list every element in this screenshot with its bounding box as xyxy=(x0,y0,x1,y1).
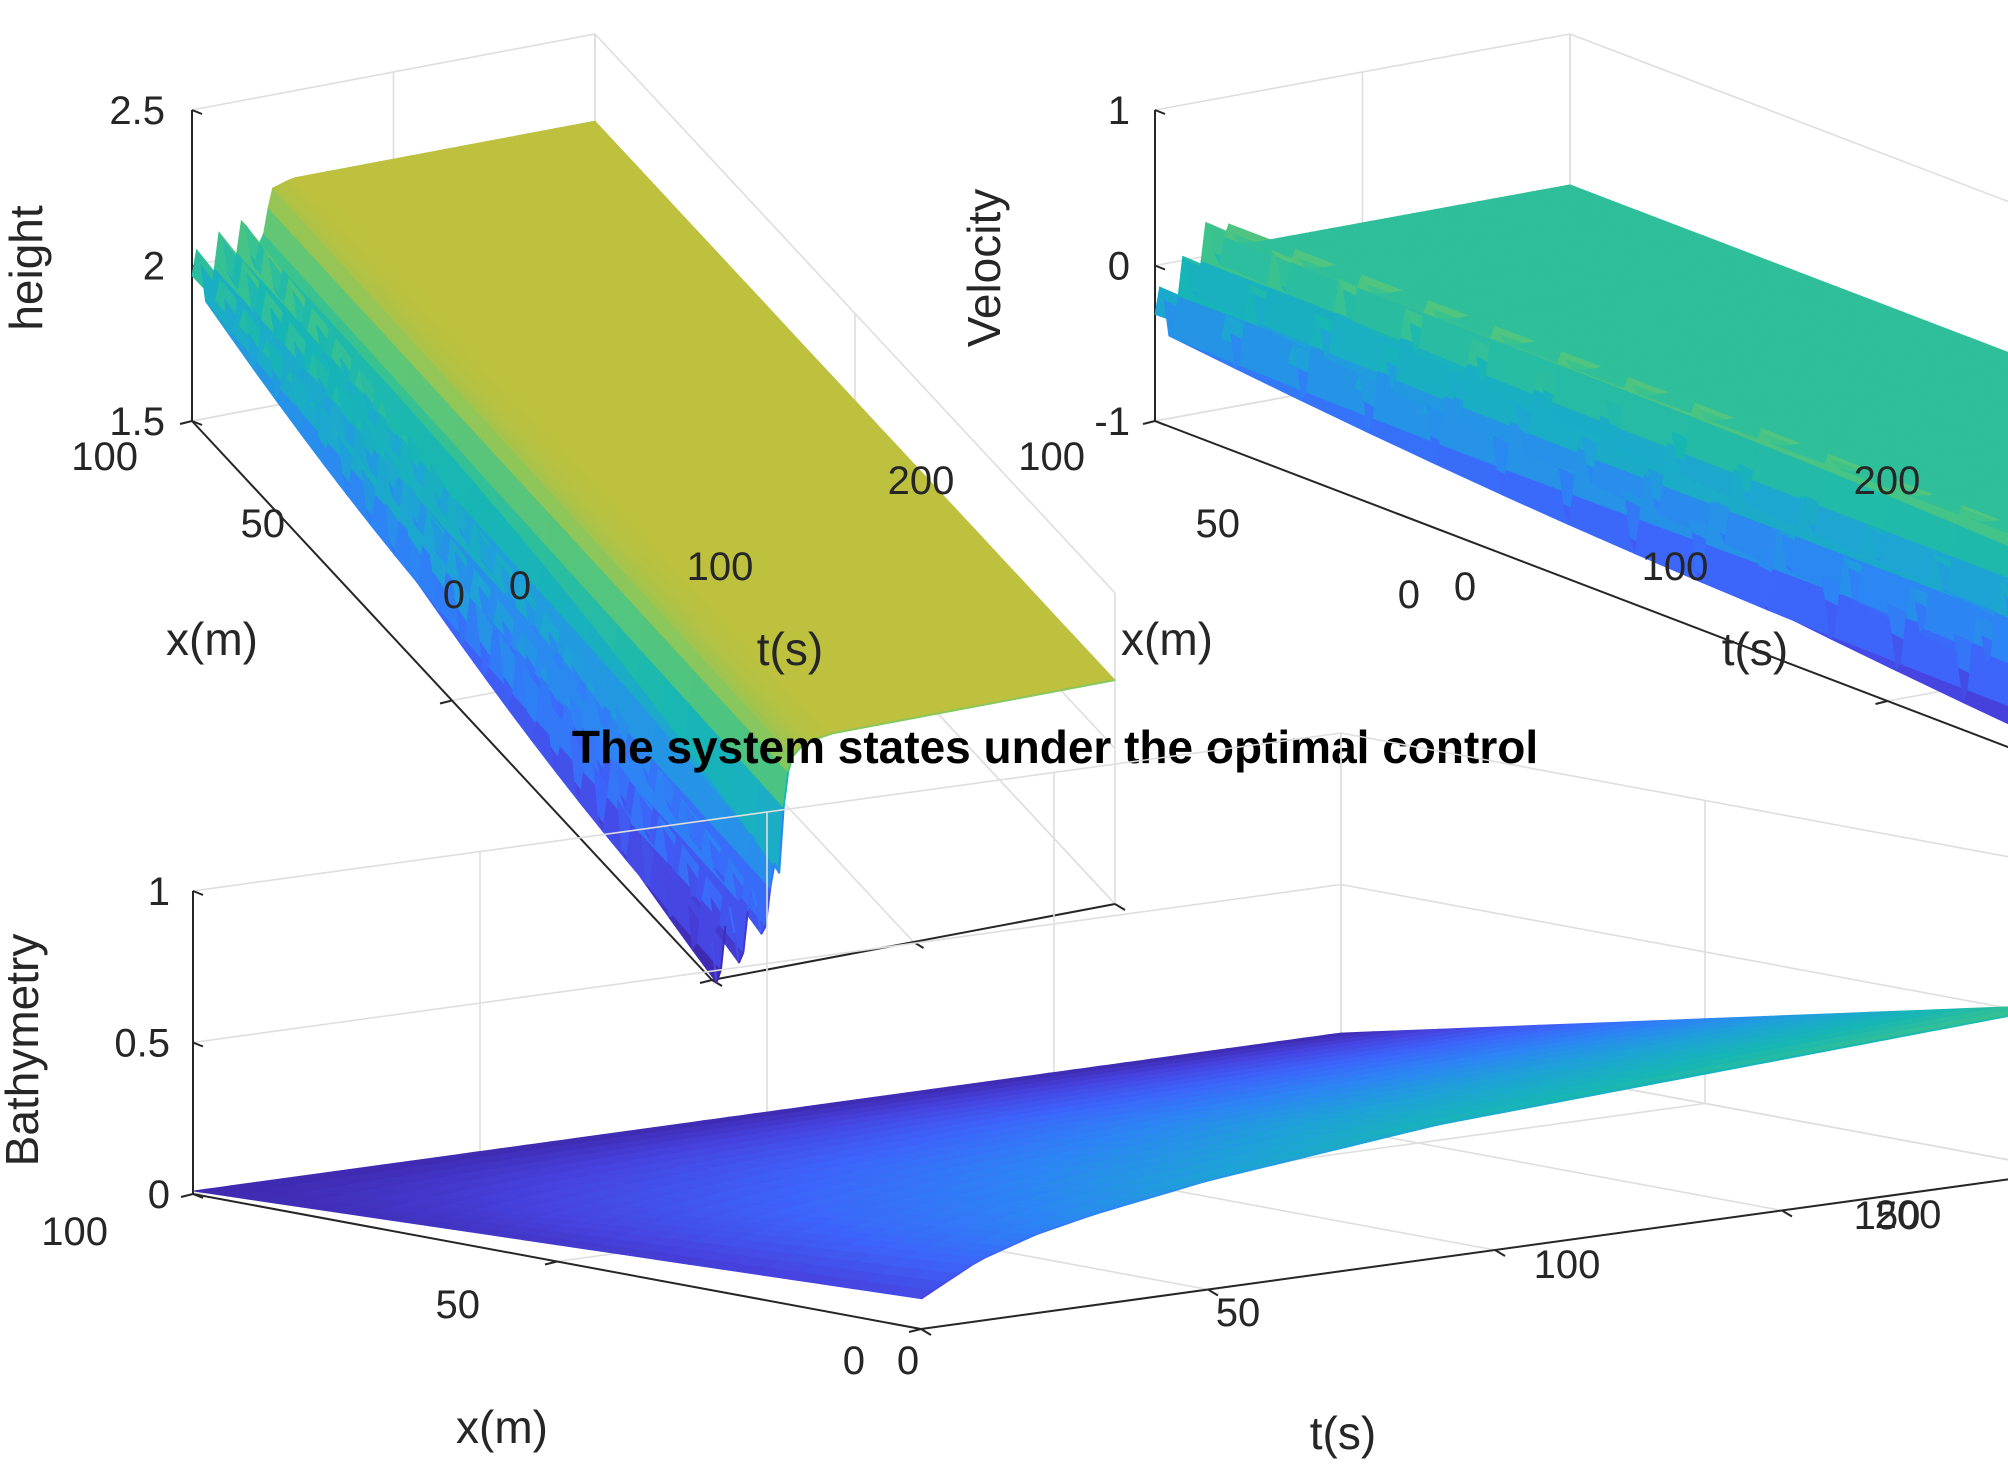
z-axis-label: height xyxy=(0,205,52,331)
surface-edge xyxy=(949,709,954,713)
surface-edge xyxy=(940,711,946,714)
t-axis-label: t(s) xyxy=(1722,623,1788,675)
figure-title: The system states under the optimal cont… xyxy=(572,721,1538,773)
surface-edge xyxy=(1047,690,1053,694)
surface-edge xyxy=(1083,684,1089,687)
surface-edge xyxy=(1007,698,1013,702)
surface-edge xyxy=(989,701,995,705)
surface-edge xyxy=(980,703,986,707)
surface-edge xyxy=(1038,692,1044,696)
surface-edge xyxy=(913,716,919,720)
surface-edge xyxy=(971,705,977,709)
surface-edge xyxy=(984,702,990,706)
t-tick-mark xyxy=(711,979,723,987)
surface xyxy=(191,120,1116,985)
z-tick-label: 2 xyxy=(143,245,165,289)
x-tick-label: 50 xyxy=(241,502,286,546)
axes xyxy=(179,109,1126,987)
z-axis-label: Velocity xyxy=(958,189,1010,348)
surface-edge xyxy=(1043,691,1049,695)
surface-edge xyxy=(1074,685,1080,689)
surface-edge xyxy=(1070,686,1075,690)
surface-edge xyxy=(917,715,923,719)
surface-edge xyxy=(1025,695,1031,698)
surface-edge xyxy=(1034,693,1040,697)
x-axis-label: x(m) xyxy=(1121,613,1213,665)
z-tick-label: 0 xyxy=(1108,245,1130,289)
surface-edge xyxy=(1002,699,1008,703)
surface-edge xyxy=(931,712,937,716)
x-tick-mark xyxy=(439,699,453,705)
surface-edge xyxy=(1092,682,1098,686)
surface-edge xyxy=(1029,694,1035,698)
surface-edge xyxy=(962,706,968,710)
surface-edge xyxy=(1096,681,1102,685)
t-tick-label: 100 xyxy=(1642,545,1709,589)
surface-edge xyxy=(1110,679,1116,682)
surface-edge xyxy=(1065,687,1071,691)
t-tick-label: 200 xyxy=(1854,459,1921,503)
surface-edge xyxy=(967,706,972,709)
surface-edge xyxy=(904,717,910,721)
surface-edge xyxy=(1011,697,1017,701)
surface-edge xyxy=(953,708,959,712)
z-tick-mark xyxy=(191,109,203,115)
surface-edge xyxy=(1087,683,1093,687)
surface-edge xyxy=(993,701,999,704)
surface-edge xyxy=(944,710,950,714)
x-tick-label: 100 xyxy=(1018,435,1085,479)
z-tick-label: -1 xyxy=(1094,400,1130,444)
surface-edge xyxy=(935,712,941,715)
surface-edge xyxy=(976,704,981,708)
surface-edge xyxy=(926,713,932,717)
surface-edge xyxy=(1056,689,1062,693)
surface-edge xyxy=(958,707,963,711)
z-tick-mark xyxy=(191,420,203,426)
t-tick-label: 200 xyxy=(888,459,955,503)
x-tick-mark xyxy=(179,420,193,425)
t-tick-label: 100 xyxy=(687,545,754,589)
surface-edge xyxy=(1016,696,1022,700)
surface-edge xyxy=(1078,685,1084,688)
x-tick-label: 0 xyxy=(443,573,465,617)
surface-edge xyxy=(998,700,1004,704)
surface-edge xyxy=(1061,688,1066,692)
x-axis-label: x(m) xyxy=(166,613,258,665)
surface-edge xyxy=(1101,680,1107,684)
t-axis-label: t(s) xyxy=(757,623,823,675)
z-tick-label: 1 xyxy=(1108,89,1130,133)
surface-edge xyxy=(1105,679,1111,683)
surface-edge xyxy=(1052,690,1057,693)
surface-edge xyxy=(922,714,928,718)
surface-edge xyxy=(1020,695,1026,699)
t-tick-mark xyxy=(1114,903,1126,911)
t-tick-label: 0 xyxy=(509,564,531,608)
x-tick-label: 50 xyxy=(1196,502,1241,546)
x-tick-label: 100 xyxy=(71,435,138,479)
z-tick-label: 2.5 xyxy=(109,89,165,133)
surface-edge xyxy=(908,717,914,720)
x-tick-label: 0 xyxy=(1398,573,1420,617)
x-tick-mark xyxy=(699,979,713,984)
t-tick-label: 0 xyxy=(1454,565,1476,609)
